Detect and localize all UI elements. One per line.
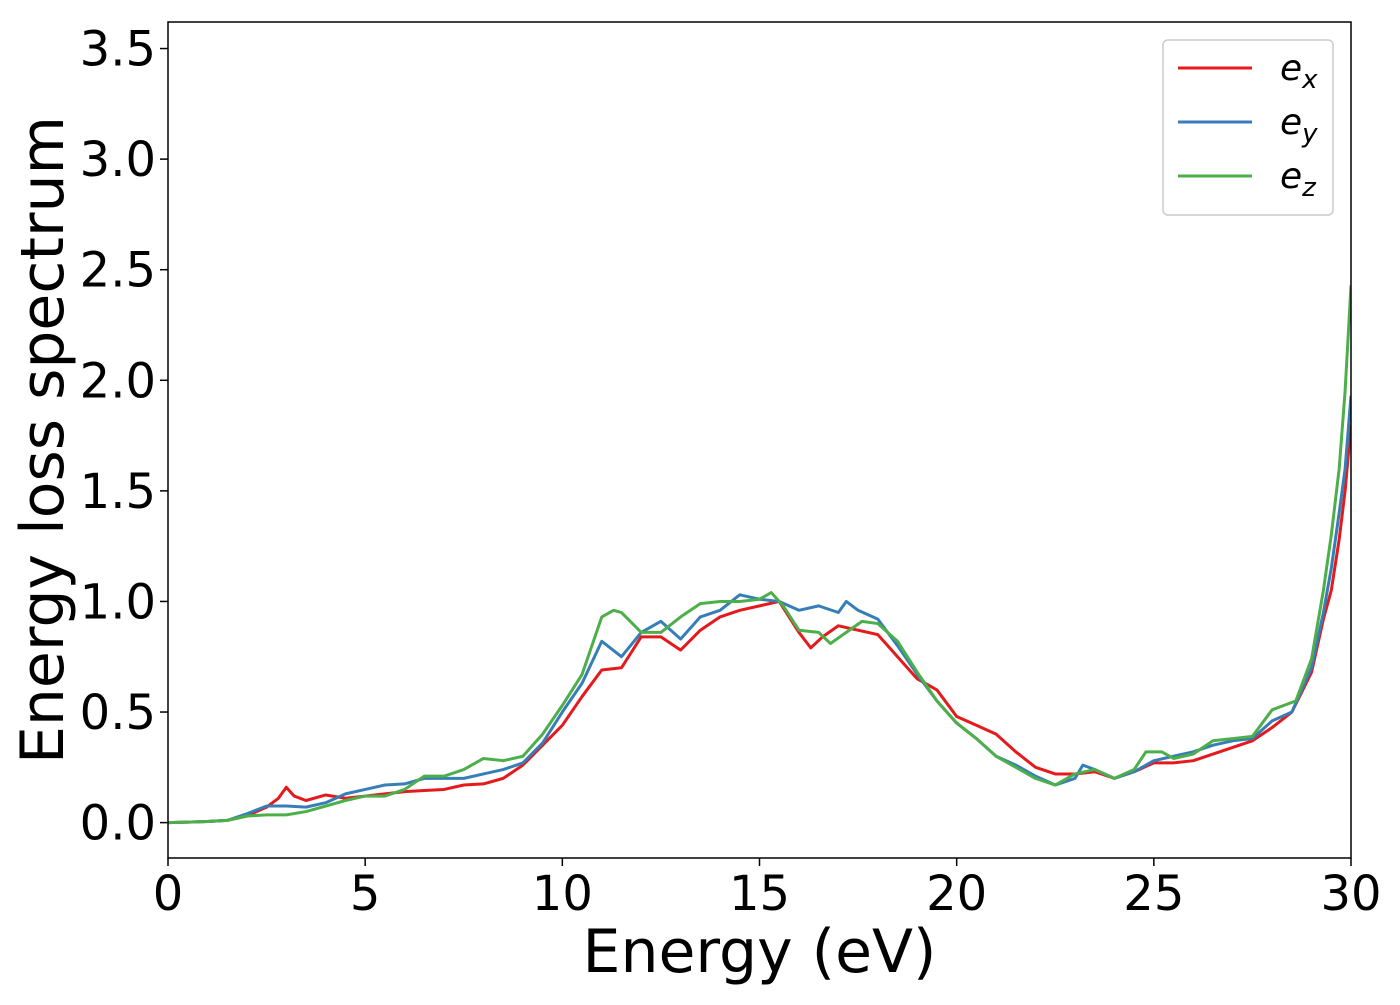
legend-label-z: ez <box>1280 156 1317 203</box>
x-tick-label: 0 <box>153 866 184 922</box>
y-tick-label: 3.0 <box>80 132 156 188</box>
x-axis-title: Energy (eV) <box>583 917 937 987</box>
legend-label-x: ex <box>1280 48 1318 95</box>
legend-label-y: ey <box>1280 102 1318 149</box>
x-tick-label: 5 <box>350 866 381 922</box>
legend-box <box>1162 39 1334 216</box>
y-tick-label: 0.5 <box>80 685 156 741</box>
x-tick-label: 30 <box>1320 866 1381 922</box>
x-tick-label: 15 <box>729 866 790 922</box>
y-tick-label: 2.0 <box>80 353 156 409</box>
legend: ex ey ez <box>1162 39 1334 216</box>
series-line-x <box>168 424 1351 825</box>
y-axis-title: Energy loss spectrum <box>8 116 78 764</box>
y-axis: 0.0 0.5 1.0 1.5 2.0 2.5 3.0 3.5 <box>80 22 168 852</box>
x-tick-label: 20 <box>926 866 987 922</box>
x-tick-label: 10 <box>532 866 593 922</box>
y-tick-label: 3.5 <box>80 22 156 78</box>
y-tick-label: 1.0 <box>80 574 156 630</box>
x-axis: 0 5 10 15 20 25 30 <box>153 858 1382 922</box>
y-tick-label: 2.5 <box>80 243 156 299</box>
x-tick-label: 25 <box>1123 866 1184 922</box>
y-tick-label: 0.0 <box>80 796 156 852</box>
series-line-z <box>168 285 1351 825</box>
y-tick-label: 1.5 <box>80 464 156 520</box>
